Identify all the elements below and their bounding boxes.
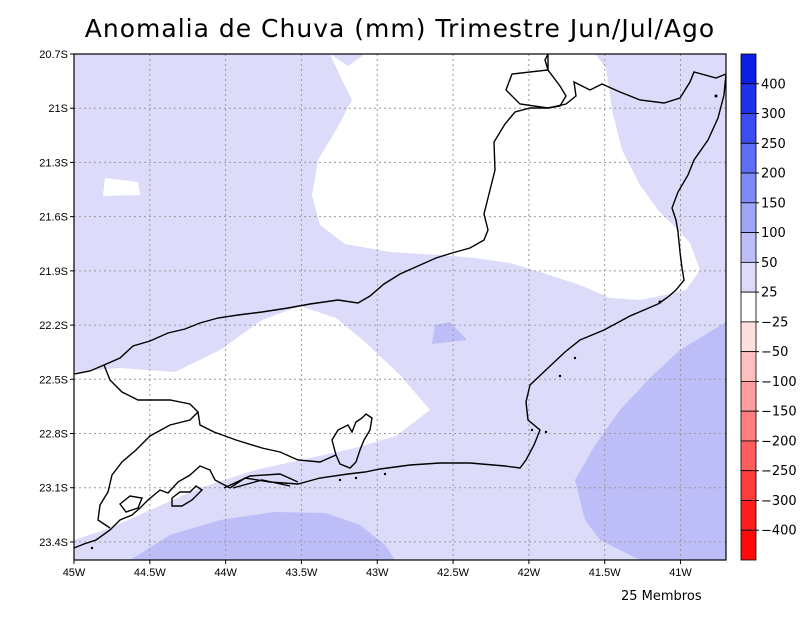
inner-coastline-1 [223, 473, 299, 489]
coastline-rj [229, 303, 659, 489]
colorbar-label: −300 [761, 494, 797, 509]
colorbar-swatch [740, 113, 757, 144]
colorbar-swatch [740, 410, 757, 442]
colorbar-swatch [740, 291, 757, 323]
anomaly-50-100-region-south [130, 512, 395, 560]
es-border-line [505, 54, 726, 109]
colorbar-swatch [740, 529, 757, 561]
colorbar-label: −400 [761, 524, 797, 539]
colorbar-swatch [740, 232, 757, 263]
colorbar-label: 200 [761, 167, 786, 182]
colorbar-label: 50 [761, 256, 778, 271]
state-border-sp-mg [97, 364, 199, 529]
map-frame [73, 53, 727, 561]
colorbar-label: 250 [761, 137, 786, 152]
colorbar-swatch [740, 321, 757, 353]
colorbar-label: −50 [761, 345, 788, 360]
colorbar-swatch [740, 172, 757, 204]
colorbar: 400 300 250 200 150 100 50 25 −25 −50 −100 −150 −200… [740, 53, 797, 561]
colorbar-label: −150 [761, 405, 797, 420]
lat-tick-label: 21.6S [39, 212, 68, 224]
lon-tick-label: 41.5W [589, 567, 621, 579]
coastline-es [657, 73, 726, 305]
state-border-sp-rj [197, 411, 337, 463]
longitude-axis: 45W 44.5W 44W 43.5W 43W 42.5W 42W 41.5W 41W [63, 560, 692, 579]
coastal-islets [90, 94, 718, 550]
colorbar-label: 300 [761, 107, 786, 122]
bay-islands [119, 495, 143, 513]
anomaly-50-100-patch [432, 322, 467, 344]
colorbar-swatch [740, 261, 757, 293]
guanabara-bay [331, 413, 373, 469]
state-border-line [74, 54, 567, 375]
lon-tick-label: 42.5W [437, 567, 469, 579]
boundaries [74, 54, 726, 549]
lon-tick-label: 45W [63, 567, 86, 579]
lat-tick-label: 21S [48, 103, 68, 115]
colorbar-label: −200 [761, 434, 797, 449]
lon-tick-label: 43.5W [286, 567, 318, 579]
lat-tick-label: 23.4S [39, 537, 68, 549]
lon-tick-label: 42W [518, 567, 541, 579]
members-count-label: 25 Membros [621, 589, 702, 604]
colorbar-label: 400 [761, 77, 786, 92]
ilha-grande [171, 485, 204, 507]
lat-tick-label: 22.8S [39, 429, 68, 441]
coastline-south-bays [74, 465, 231, 549]
lon-tick-label: 44W [214, 567, 237, 579]
lat-tick-label: 23.1S [39, 483, 68, 495]
colorbar-swatch [740, 202, 757, 233]
anomaly-0-25-region-south [74, 306, 430, 540]
colorbar-label: 150 [761, 196, 786, 211]
colorbar-swatch [740, 53, 757, 85]
lon-tick-label: 43W [366, 567, 389, 579]
map-gridlines [74, 54, 726, 560]
colorbar-swatch [740, 381, 757, 412]
lon-tick-label: 41W [669, 567, 692, 579]
anomaly-0-25-region-small [103, 178, 140, 196]
anomaly-50-100-region-southeast [575, 322, 726, 560]
colorbar-swatch [740, 83, 757, 114]
colorbar-swatch [740, 142, 757, 174]
colorbar-label: −100 [761, 375, 797, 390]
colorbar-label: 25 [761, 286, 778, 301]
anomaly-0-25-region-north [312, 54, 700, 300]
lon-tick-label: 44.5W [134, 567, 166, 579]
colorbar-swatch [740, 500, 757, 531]
colorbar-swatch [740, 470, 757, 501]
colorbar-label: −250 [761, 464, 797, 479]
colorbar-swatch [740, 440, 757, 472]
map-title: Anomalia de Chuva (mm) Trimestre Jun/Jul… [84, 14, 716, 43]
lat-tick-label: 22.5S [39, 374, 68, 386]
latitude-axis: 20.7S 21S 21.3S 21.6S 21.9S 22.2S 22.5S 22.8S 23… [39, 49, 74, 549]
colorbar-label: −25 [761, 315, 788, 330]
lat-tick-label: 21.9S [39, 266, 68, 278]
inner-coastline-2 [232, 479, 291, 489]
anomaly-fields [74, 54, 726, 560]
lat-tick-label: 22.2S [39, 320, 68, 332]
colorbar-swatch [740, 351, 757, 382]
colorbar-label: 100 [761, 226, 786, 241]
lat-tick-label: 20.7S [39, 49, 68, 61]
lat-tick-label: 21.3S [39, 157, 68, 169]
